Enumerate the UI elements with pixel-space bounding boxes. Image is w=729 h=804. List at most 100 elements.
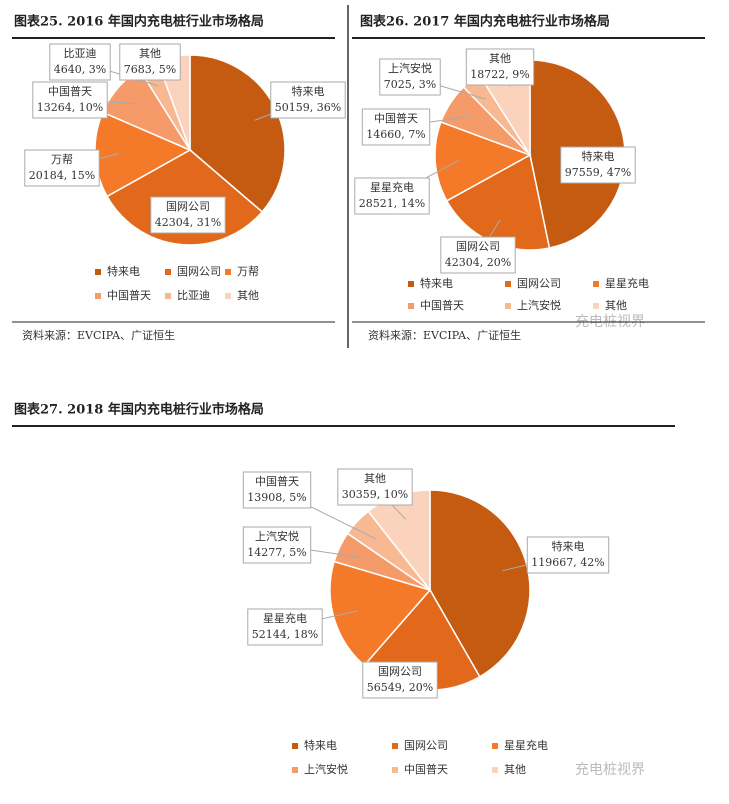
callout-box bbox=[242, 526, 312, 564]
callout-value: 14277, 5% bbox=[247, 546, 306, 559]
callout-value: 97559, 47% bbox=[565, 166, 631, 179]
callout: 国网公司 56549, 20% bbox=[362, 661, 438, 699]
legend-swatch bbox=[505, 303, 511, 309]
callout-value: 42304, 20% bbox=[445, 256, 511, 269]
figure-title: 图表25. 2016 年国内充电桩行业市场格局 bbox=[14, 14, 264, 30]
legend-swatch bbox=[408, 281, 414, 287]
figure-title: 图表26. 2017 年国内充电桩行业市场格局 bbox=[360, 14, 610, 30]
callout-box bbox=[440, 236, 516, 274]
callout-box bbox=[560, 146, 636, 184]
legend-swatch bbox=[292, 767, 298, 773]
callout: 中国普天 14660, 7% bbox=[361, 108, 471, 146]
callout-value: 13908, 5% bbox=[247, 491, 306, 504]
legend-swatch bbox=[505, 281, 511, 287]
legend-swatch bbox=[593, 303, 599, 309]
legend-swatch bbox=[165, 269, 171, 275]
legend-label: 特来电 bbox=[304, 738, 337, 752]
legend-swatch bbox=[95, 293, 101, 299]
callout-box bbox=[379, 58, 441, 96]
pie-slice bbox=[429, 489, 531, 678]
callout-box bbox=[354, 177, 430, 215]
source: 资料来源：EVCIPA、广证恒生 bbox=[22, 328, 175, 342]
legend-label: 中国普天 bbox=[420, 298, 464, 312]
callout: 特来电 119667, 42% bbox=[502, 536, 610, 574]
callout-value: 20184, 15% bbox=[29, 169, 95, 182]
legend-swatch bbox=[225, 293, 231, 299]
callout: 中国普天 13908, 5% bbox=[242, 471, 376, 540]
legend-label: 特来电 bbox=[420, 276, 453, 290]
callout-box bbox=[247, 608, 323, 646]
legend-label: 比亚迪 bbox=[177, 289, 210, 302]
callout-box bbox=[242, 471, 312, 509]
callout: 国网公司 42304, 31% bbox=[150, 196, 226, 234]
callout: 特来电 97559, 47% bbox=[560, 146, 636, 184]
legend-label: 万帮 bbox=[237, 265, 259, 278]
legend-swatch bbox=[492, 767, 498, 773]
callout-value: 14660, 7% bbox=[366, 128, 425, 141]
callout-box bbox=[150, 196, 226, 234]
callout: 其他 7683, 5% bbox=[119, 43, 181, 81]
legend-swatch bbox=[408, 303, 414, 309]
callout-name: 中国普天 bbox=[48, 84, 92, 98]
callout: 特来电 50159, 36% bbox=[254, 81, 346, 121]
callout: 上汽安悦 7025, 3% bbox=[379, 58, 486, 100]
callout-name: 比亚迪 bbox=[64, 47, 97, 60]
source: 资料来源：EVCIPA、广证恒生 bbox=[368, 328, 521, 342]
pie-slice bbox=[329, 560, 432, 667]
callout: 其他 18722, 9% bbox=[465, 48, 535, 87]
legend-label: 中国普天 bbox=[107, 288, 151, 302]
callout-name: 国网公司 bbox=[166, 200, 210, 213]
legend-swatch bbox=[95, 269, 101, 275]
callout-box bbox=[32, 81, 108, 119]
callout: 上汽安悦 14277, 5% bbox=[242, 526, 363, 564]
callout-value: 18722, 9% bbox=[470, 68, 529, 81]
callout: 星星充电 52144, 18% bbox=[247, 608, 359, 646]
callout-box bbox=[49, 43, 111, 81]
callout-name: 其他 bbox=[364, 472, 386, 485]
callout-name: 国网公司 bbox=[378, 665, 422, 678]
legend-swatch bbox=[292, 743, 298, 749]
callout-name: 特来电 bbox=[582, 149, 615, 163]
legend-label: 上汽安悦 bbox=[304, 762, 348, 776]
callout-name: 国网公司 bbox=[456, 240, 500, 253]
callout-box bbox=[526, 536, 610, 574]
callout-name: 其他 bbox=[489, 52, 511, 65]
callout-value: 7025, 3% bbox=[384, 78, 436, 91]
legend-label: 其他 bbox=[504, 763, 526, 776]
legend-label: 其他 bbox=[605, 299, 627, 312]
callout-value: 7683, 5% bbox=[124, 63, 176, 76]
legend-swatch bbox=[392, 767, 398, 773]
callout-name: 中国普天 bbox=[255, 474, 299, 488]
legend-swatch bbox=[165, 293, 171, 299]
callout: 中国普天 13264, 10% bbox=[32, 81, 136, 119]
legend-label: 国网公司 bbox=[517, 277, 561, 290]
legend-label: 国网公司 bbox=[177, 265, 221, 278]
callout-value: 42304, 31% bbox=[155, 216, 221, 229]
legend-label: 星星充电 bbox=[605, 276, 649, 290]
callout-box bbox=[465, 48, 535, 86]
callout-value: 50159, 36% bbox=[275, 101, 341, 114]
pie-slice bbox=[434, 121, 532, 202]
callout-value: 52144, 18% bbox=[252, 628, 318, 641]
callout: 其他 30359, 10% bbox=[337, 468, 413, 520]
callout: 万帮 20184, 15% bbox=[24, 149, 119, 187]
legend-label: 上汽安悦 bbox=[517, 298, 561, 312]
watermark: 充电桩视界 bbox=[575, 761, 645, 778]
callout-name: 星星充电 bbox=[370, 180, 414, 194]
callout-name: 上汽安悦 bbox=[388, 61, 432, 75]
callout-name: 特来电 bbox=[552, 539, 585, 553]
legend-swatch bbox=[492, 743, 498, 749]
legend-label: 特来电 bbox=[107, 264, 140, 278]
callout-box bbox=[361, 108, 431, 146]
callout-value: 28521, 14% bbox=[359, 197, 425, 210]
callout-value: 30359, 10% bbox=[342, 488, 408, 501]
legend-label: 其他 bbox=[237, 289, 259, 302]
callout-name: 特来电 bbox=[292, 84, 325, 98]
callout-value: 56549, 20% bbox=[367, 681, 433, 694]
legend-label: 中国普天 bbox=[404, 762, 448, 776]
callout-value: 119667, 42% bbox=[531, 556, 604, 569]
callout-box bbox=[119, 43, 181, 81]
callout-box bbox=[270, 81, 346, 119]
callout-value: 13264, 10% bbox=[37, 101, 103, 114]
figure-title: 图表27. 2018 年国内充电桩行业市场格局 bbox=[14, 402, 264, 418]
